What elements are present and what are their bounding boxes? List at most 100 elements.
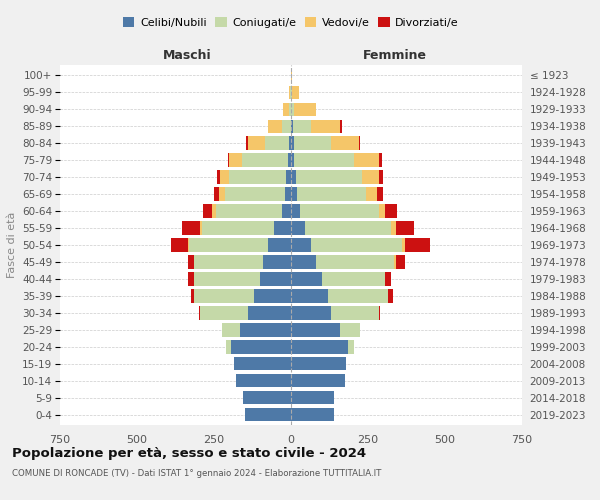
Bar [379, 170, 383, 183]
Bar [348, 340, 354, 353]
Bar [291, 374, 345, 388]
Bar [402, 238, 405, 252]
Bar [220, 170, 229, 183]
Bar [328, 290, 388, 302]
Bar [217, 170, 220, 183]
Bar [385, 272, 391, 285]
Bar [243, 391, 291, 404]
Bar [367, 188, 377, 200]
Bar [291, 222, 305, 234]
Bar [291, 188, 297, 200]
Bar [405, 238, 430, 252]
Bar [291, 391, 334, 404]
Bar [265, 136, 289, 149]
Bar [247, 136, 248, 149]
Bar [268, 120, 282, 133]
Bar [203, 204, 212, 218]
Text: COMUNE DI RONCADE (TV) - Dati ISTAT 1° gennaio 2024 - Elaborazione TUTTITALIA.IT: COMUNE DI RONCADE (TV) - Dati ISTAT 1° g… [12, 469, 382, 478]
Bar [291, 306, 331, 320]
Bar [283, 102, 289, 116]
Bar [322, 272, 385, 285]
Bar [171, 238, 188, 252]
Bar [291, 102, 294, 116]
Bar [263, 256, 291, 268]
Bar [362, 170, 379, 183]
Bar [291, 238, 311, 252]
Bar [388, 290, 392, 302]
Bar [391, 222, 396, 234]
Bar [311, 238, 402, 252]
Bar [359, 136, 360, 149]
Bar [245, 408, 291, 422]
Bar [236, 374, 291, 388]
Bar [291, 408, 334, 422]
Bar [231, 340, 291, 353]
Bar [242, 154, 288, 166]
Bar [379, 306, 380, 320]
Bar [331, 306, 379, 320]
Bar [199, 306, 200, 320]
Bar [188, 272, 194, 285]
Bar [228, 154, 229, 166]
Bar [200, 306, 248, 320]
Bar [254, 290, 291, 302]
Bar [289, 136, 291, 149]
Bar [248, 136, 265, 149]
Bar [291, 204, 300, 218]
Bar [385, 204, 397, 218]
Text: Femmine: Femmine [363, 50, 427, 62]
Bar [291, 340, 348, 353]
Bar [289, 102, 291, 116]
Bar [291, 154, 294, 166]
Bar [240, 324, 291, 336]
Bar [291, 68, 292, 82]
Bar [222, 324, 240, 336]
Bar [377, 188, 383, 200]
Bar [260, 272, 291, 285]
Bar [188, 256, 194, 268]
Bar [297, 188, 367, 200]
Bar [396, 256, 405, 268]
Bar [379, 204, 385, 218]
Bar [292, 86, 299, 99]
Bar [188, 238, 190, 252]
Bar [268, 238, 291, 252]
Bar [354, 154, 379, 166]
Bar [291, 120, 293, 133]
Bar [296, 170, 362, 183]
Bar [294, 136, 331, 149]
Bar [194, 290, 254, 302]
Bar [215, 204, 282, 218]
Bar [202, 222, 274, 234]
Bar [218, 188, 225, 200]
Bar [289, 86, 290, 99]
Bar [286, 170, 291, 183]
Bar [291, 272, 322, 285]
Bar [182, 222, 200, 234]
Bar [291, 170, 296, 183]
Bar [379, 154, 382, 166]
Bar [291, 86, 292, 99]
Bar [311, 120, 340, 133]
Bar [226, 340, 231, 353]
Bar [194, 272, 260, 285]
Bar [288, 154, 291, 166]
Bar [291, 357, 346, 370]
Bar [212, 204, 215, 218]
Bar [194, 256, 263, 268]
Bar [293, 120, 311, 133]
Bar [191, 290, 194, 302]
Bar [300, 204, 379, 218]
Text: Maschi: Maschi [163, 50, 211, 62]
Bar [340, 120, 342, 133]
Bar [285, 188, 291, 200]
Bar [200, 222, 202, 234]
Bar [229, 170, 286, 183]
Legend: Celibi/Nubili, Coniugati/e, Vedovi/e, Divorziati/e: Celibi/Nubili, Coniugati/e, Vedovi/e, Di… [119, 13, 463, 32]
Bar [291, 256, 316, 268]
Bar [305, 222, 391, 234]
Bar [290, 86, 291, 99]
Bar [316, 256, 394, 268]
Bar [394, 256, 396, 268]
Bar [225, 188, 285, 200]
